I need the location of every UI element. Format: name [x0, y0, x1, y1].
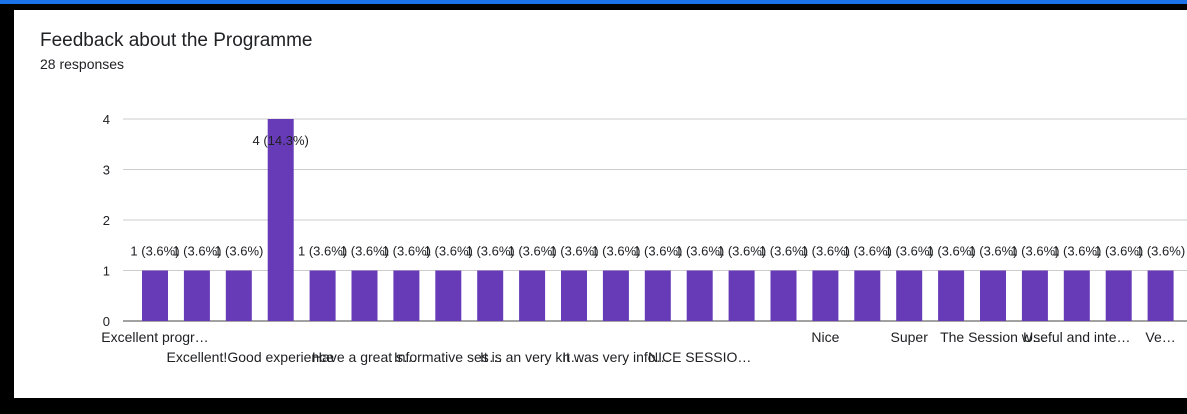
bar [183, 270, 210, 321]
y-tick-label: 2 [103, 213, 110, 228]
bar-data-label: 1 (3.6%) [927, 244, 976, 259]
bar [351, 270, 378, 321]
y-tick-label: 4 [103, 112, 110, 127]
bar-data-label: 1 (3.6%) [382, 244, 431, 259]
bar-data-label: 1 (3.6%) [968, 244, 1017, 259]
bar-data-label: 1 (3.6%) [801, 244, 850, 259]
bar-data-label: 1 (3.6%) [508, 244, 557, 259]
y-tick-label: 0 [103, 314, 110, 329]
bar [561, 270, 587, 321]
bar [225, 270, 252, 321]
bar [267, 119, 294, 321]
bar [435, 270, 462, 321]
bar-data-label: 1 (3.6%) [633, 244, 682, 259]
bar [854, 270, 881, 321]
bar [1021, 270, 1048, 321]
bar [602, 270, 629, 321]
bar-data-label: 1 (3.6%) [843, 244, 892, 259]
bar-data-label: 1 (3.6%) [130, 244, 179, 259]
x-category-label: Useful and inte… [1023, 329, 1130, 345]
bar-data-label: 1 (3.6%) [298, 244, 347, 259]
chart-card [14, 10, 1187, 398]
bar-data-label: 4 (14.3%) [253, 133, 309, 148]
response-count: 28 responses [40, 56, 125, 72]
bar [393, 270, 420, 321]
bar-data-label: 1 (3.6%) [1094, 244, 1143, 259]
bar [477, 270, 504, 321]
bar-data-label: 1 (3.6%) [172, 244, 221, 259]
x-category-label: Ve… [1145, 329, 1175, 345]
bar [1105, 270, 1132, 321]
bar-data-label: 1 (3.6%) [549, 244, 598, 259]
bar-data-label: 1 (3.6%) [1010, 244, 1059, 259]
bar-data-label: 1 (3.6%) [466, 244, 515, 259]
bar-data-label: 1 (3.6%) [885, 244, 934, 259]
x-category-label: Informative ses… [394, 349, 503, 365]
bar [812, 270, 839, 321]
x-category-label: Excellent progr… [101, 329, 208, 345]
bar-data-label: 1 (3.6%) [591, 244, 640, 259]
y-tick-label: 1 [103, 264, 110, 279]
bar [142, 270, 168, 321]
x-category-label: The Session w… [940, 329, 1046, 345]
chart-title: Feedback about the Programme [40, 30, 313, 51]
x-category-label: Good experience [227, 349, 334, 365]
bar [980, 270, 1006, 321]
x-category-label: It is an very kn… [480, 349, 584, 365]
bar [309, 270, 336, 321]
bar [1147, 270, 1174, 321]
bar-data-label: 1 (3.6%) [675, 244, 724, 259]
bar [896, 270, 923, 321]
bar-data-label: 1 (3.6%) [340, 244, 389, 259]
x-category-label: It was very info… [562, 349, 669, 365]
bar-data-label: 1 (3.6%) [717, 244, 766, 259]
bar [770, 270, 797, 321]
bar [519, 270, 546, 321]
bar-data-label: 1 (3.6%) [214, 244, 263, 259]
bar [1063, 270, 1090, 321]
x-category-label: NICE SESSIO… [648, 349, 751, 365]
bar [644, 270, 671, 321]
window-top-strip [0, 0, 1187, 4]
x-category-label: Nice [811, 329, 839, 345]
y-tick-label: 3 [103, 163, 110, 178]
bar-data-label: 1 (3.6%) [1136, 244, 1185, 259]
bar-data-label: 1 (3.6%) [1052, 244, 1101, 259]
bar [938, 270, 965, 321]
bar-data-label: 1 (3.6%) [759, 244, 808, 259]
bar-data-label: 1 (3.6%) [424, 244, 473, 259]
bar [728, 270, 755, 321]
x-category-label: Super [891, 329, 929, 345]
x-category-label: Excellent! [167, 349, 228, 365]
bar [686, 270, 713, 321]
x-category-label: Have a great s… [312, 349, 417, 365]
